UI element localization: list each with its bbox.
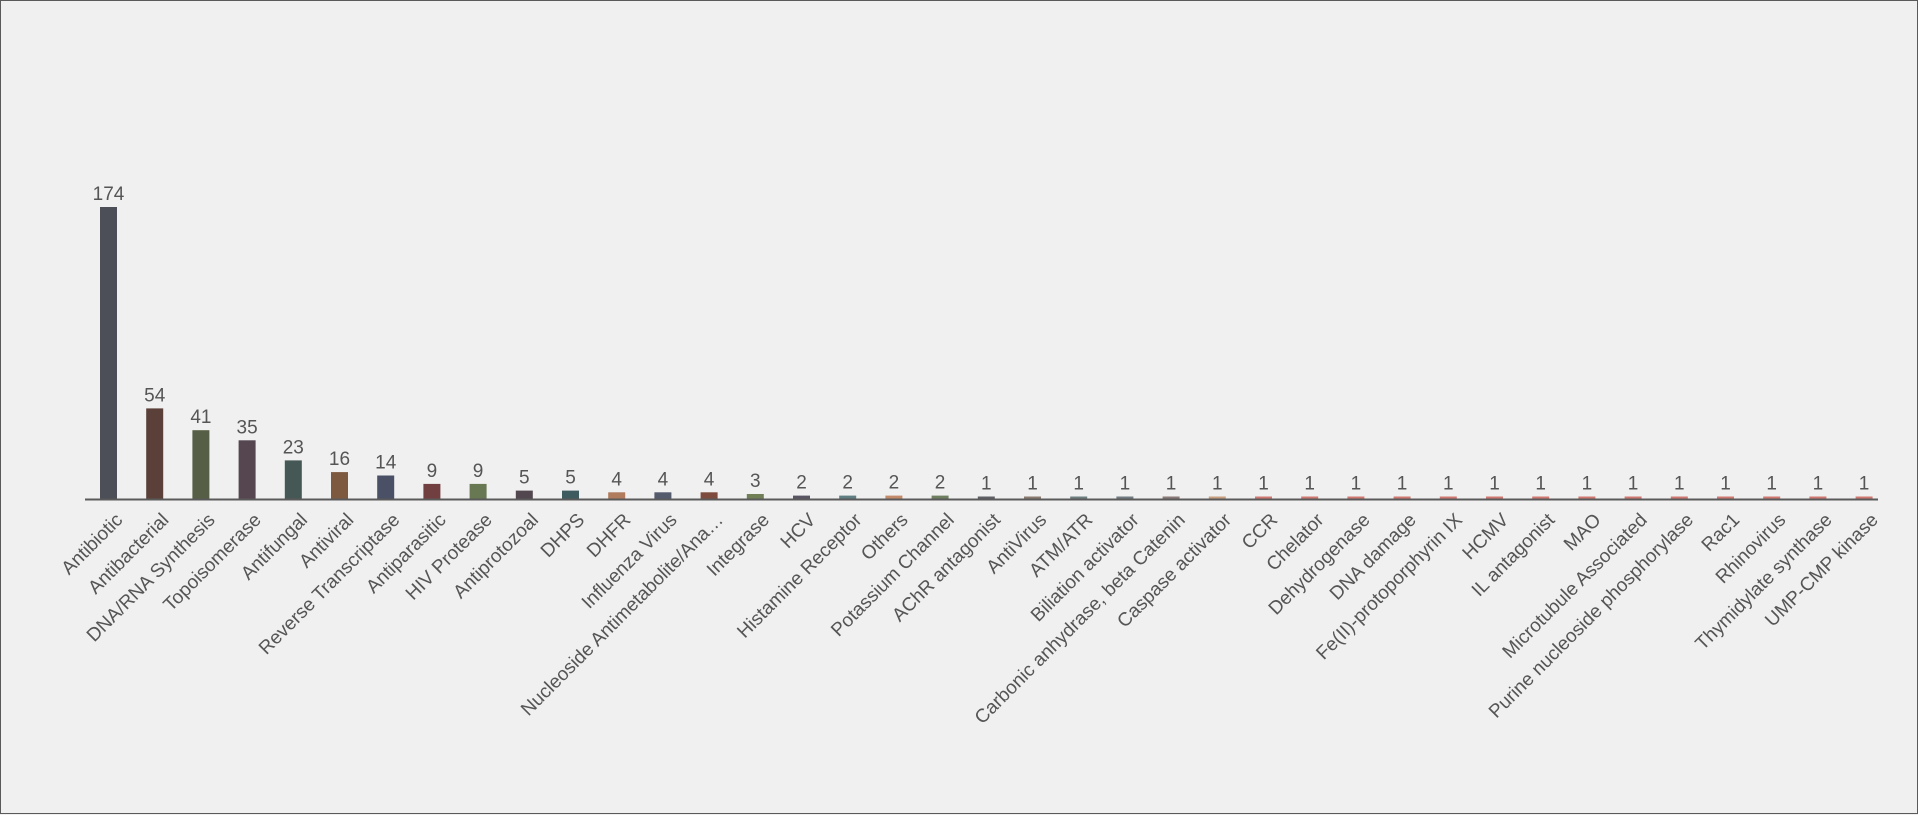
value-label-18: 2 xyxy=(935,473,946,494)
bar-8 xyxy=(469,483,487,499)
value-label-0: 174 xyxy=(93,184,125,205)
value-label-5: 16 xyxy=(329,449,350,470)
bar-14 xyxy=(746,494,764,499)
bar-15 xyxy=(793,495,810,499)
bar-18 xyxy=(931,495,949,499)
value-label-37: 1 xyxy=(1813,474,1824,495)
value-label-35: 1 xyxy=(1720,474,1731,495)
value-label-3: 35 xyxy=(237,417,258,438)
value-label-28: 1 xyxy=(1397,474,1408,495)
value-label-27: 1 xyxy=(1351,474,1362,495)
value-label-17: 2 xyxy=(889,473,900,494)
bar-24 xyxy=(1208,496,1226,499)
value-label-8: 9 xyxy=(473,461,484,482)
bar-17 xyxy=(885,495,903,499)
value-label-22: 1 xyxy=(1120,474,1131,495)
value-label-11: 4 xyxy=(611,469,622,490)
value-label-31: 1 xyxy=(1535,474,1546,495)
category-label-10: DHPS xyxy=(537,510,589,562)
value-label-21: 1 xyxy=(1073,474,1084,495)
bar-16 xyxy=(839,495,857,499)
value-label-15: 2 xyxy=(796,473,807,494)
value-label-16: 2 xyxy=(842,473,853,494)
bar-1 xyxy=(146,408,164,499)
bar-13 xyxy=(700,492,718,499)
bar-30 xyxy=(1486,496,1503,499)
bar-31 xyxy=(1532,496,1550,499)
bar-36 xyxy=(1763,496,1781,499)
bar-32 xyxy=(1578,496,1596,499)
value-label-14: 3 xyxy=(750,471,761,492)
bar-25 xyxy=(1255,496,1272,499)
bar-22 xyxy=(1116,496,1134,499)
value-label-32: 1 xyxy=(1582,474,1593,495)
value-label-23: 1 xyxy=(1166,474,1177,495)
value-label-4: 23 xyxy=(283,437,304,458)
bar-4 xyxy=(284,460,302,499)
value-label-29: 1 xyxy=(1443,474,1454,495)
value-label-36: 1 xyxy=(1766,474,1777,495)
bar-38 xyxy=(1855,496,1873,499)
bar-2 xyxy=(192,430,210,499)
bar-12 xyxy=(654,492,672,499)
value-label-7: 9 xyxy=(427,461,438,482)
bar-6 xyxy=(377,475,395,499)
bar-35 xyxy=(1717,496,1734,499)
bar-27 xyxy=(1347,496,1365,499)
bar-0 xyxy=(100,207,117,499)
bar-26 xyxy=(1301,496,1319,499)
bar-34 xyxy=(1670,496,1688,499)
value-label-38: 1 xyxy=(1859,474,1870,495)
value-label-10: 5 xyxy=(565,468,576,489)
bar-3 xyxy=(238,440,256,499)
value-label-6: 14 xyxy=(375,453,397,474)
value-label-2: 41 xyxy=(190,407,211,428)
value-label-12: 4 xyxy=(658,469,669,490)
bar-37 xyxy=(1809,496,1827,499)
bar-9 xyxy=(515,490,533,499)
bar-11 xyxy=(608,492,626,499)
bars-layer xyxy=(100,207,1873,499)
value-label-26: 1 xyxy=(1304,474,1315,495)
bar-19 xyxy=(977,496,995,499)
bar-7 xyxy=(423,483,441,499)
value-label-25: 1 xyxy=(1258,474,1269,495)
value-label-13: 4 xyxy=(704,469,715,490)
value-label-1: 54 xyxy=(144,385,166,406)
bar-29 xyxy=(1439,496,1457,499)
bar-21 xyxy=(1070,496,1088,499)
bar-5 xyxy=(331,472,348,499)
value-label-9: 5 xyxy=(519,468,530,489)
bar-20 xyxy=(1024,496,1041,499)
value-label-24: 1 xyxy=(1212,474,1223,495)
value-label-19: 1 xyxy=(981,474,992,495)
value-label-20: 1 xyxy=(1027,474,1038,495)
bar-23 xyxy=(1162,496,1180,499)
value-label-30: 1 xyxy=(1489,474,1500,495)
bar-33 xyxy=(1624,496,1642,499)
value-label-33: 1 xyxy=(1628,474,1639,495)
bar-28 xyxy=(1393,496,1411,499)
value-label-34: 1 xyxy=(1674,474,1685,495)
bar-10 xyxy=(562,490,579,499)
